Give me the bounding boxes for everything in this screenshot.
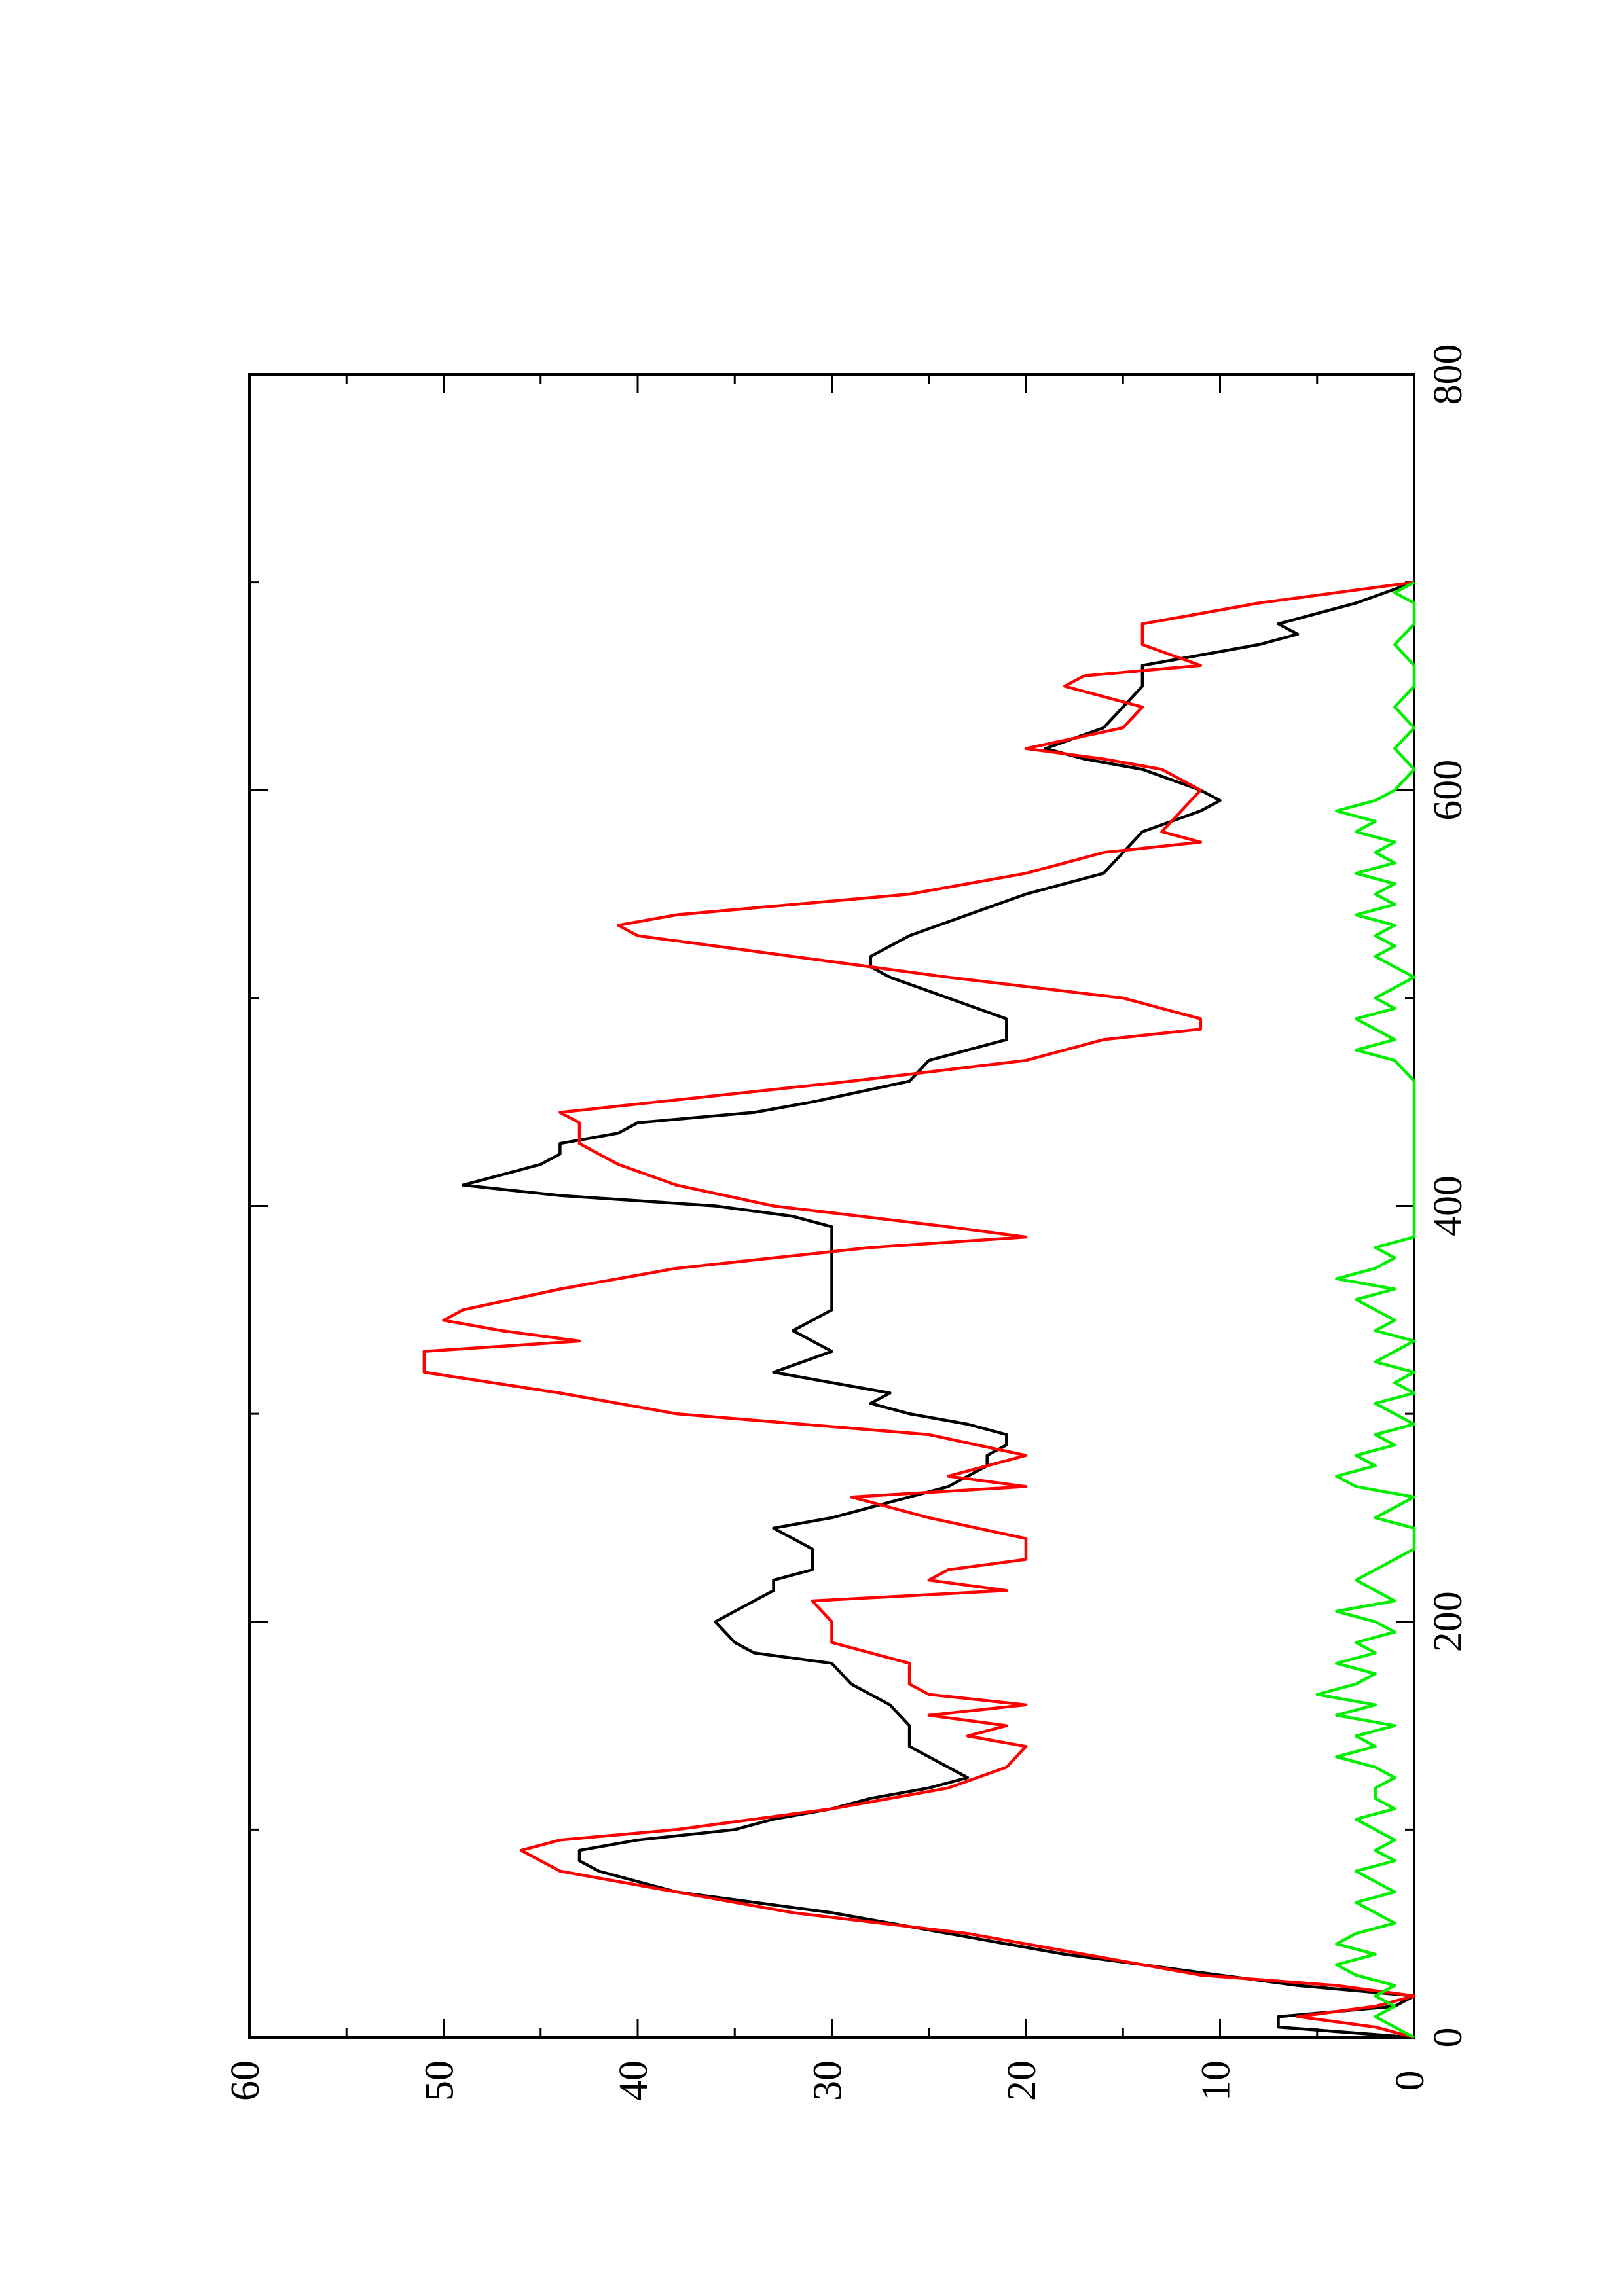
x-tick-label: 200: [1426, 1591, 1470, 1652]
y-tick-label: 10: [1194, 2060, 1239, 2101]
x-tick-label: 800: [1426, 344, 1470, 405]
x-tick-label: 600: [1426, 760, 1470, 821]
series-line-2: [422, 581, 1416, 2039]
y-tick-label: 60: [223, 2060, 268, 2101]
series-layer: [422, 581, 1416, 2039]
y-tick-label: 40: [611, 2060, 656, 2101]
y-tick-label: 30: [806, 2060, 850, 2101]
tick-labels: 0 200 400 600 800 0 10 20 30 40 50 60: [223, 344, 1470, 2102]
series-line-3: [1315, 581, 1416, 2039]
series-line-1: [461, 581, 1416, 2039]
y-tick-label: 50: [418, 2060, 462, 2101]
y-tick-label: 0: [1388, 2071, 1432, 2091]
x-tick-label: 400: [1426, 1175, 1470, 1236]
plot-frame: [248, 373, 1415, 2039]
y-tick-label: 20: [1000, 2060, 1044, 2101]
x-tick-label: 0: [1426, 2028, 1470, 2048]
tick-marks: [248, 373, 1415, 2039]
